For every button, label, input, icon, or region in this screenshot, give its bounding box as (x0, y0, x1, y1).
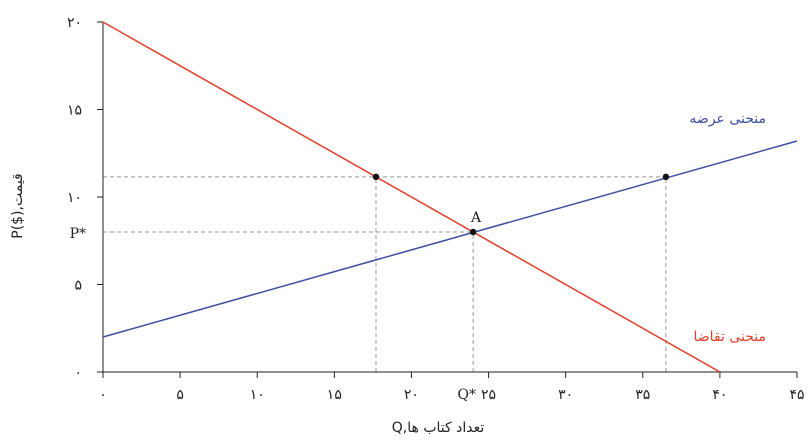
marked-point (372, 173, 380, 181)
marked-point (469, 228, 477, 236)
demand-curve (102, 21, 721, 373)
x-tick-label: ۴۵ (789, 387, 804, 403)
x-tick-label: ۲۰ (404, 387, 419, 403)
x-axis-title: Q,تعداد کتاب ها (392, 420, 485, 436)
y-tick-label: ۵ (74, 278, 82, 294)
x-tick-label: ۱۰ (250, 387, 265, 403)
demand-curve-label: منحنی تقاضا (693, 329, 766, 345)
series-lines (102, 21, 798, 373)
reference-lines (103, 176, 667, 372)
y-tick-label: ۱۰ (67, 190, 82, 206)
p-star-label: P* (70, 226, 86, 242)
y-tick-label: ۱۵ (67, 103, 82, 119)
y-axis-title: P($),قیمت (10, 173, 26, 239)
marked-point (662, 173, 670, 181)
x-tick-label: ۲۵ (481, 387, 496, 403)
supply-curve (102, 140, 798, 338)
x-tick-label: ۱۵ (327, 387, 342, 403)
x-tick-label: ۴۰ (712, 387, 727, 403)
x-tick-label: ۳۰ (558, 387, 573, 403)
q-star-label: Q* (458, 387, 476, 403)
axes: ۰ ۵ ۱۰ ۱۵ ۲۰ ۲۵ ۳۰ ۳۵ ۴۰ ۴۵ ۰ ۵ ۱۰ ۱۵ ۲۰ (67, 15, 805, 403)
y-tick-label: ۲۰ (67, 15, 82, 31)
x-tick-label: ۰ (99, 387, 107, 403)
x-tick-label: ۵ (176, 387, 184, 403)
point-a-label: A (470, 210, 482, 226)
x-tick-label: ۳۵ (635, 387, 650, 403)
supply-curve-label: منحنی عرضه (689, 111, 766, 127)
y-tick-label: ۰ (74, 365, 82, 381)
marked-points (372, 173, 670, 236)
